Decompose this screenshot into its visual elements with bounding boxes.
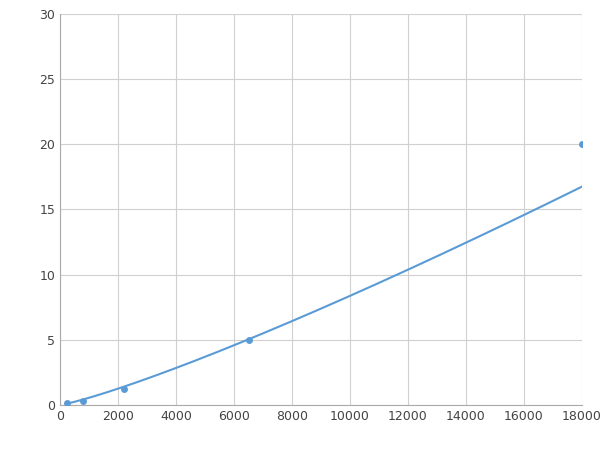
- Point: [79, 397, 88, 405]
- Point: [577, 140, 587, 148]
- Point: [62, 400, 72, 407]
- Point: [244, 336, 253, 343]
- Point: [119, 386, 128, 393]
